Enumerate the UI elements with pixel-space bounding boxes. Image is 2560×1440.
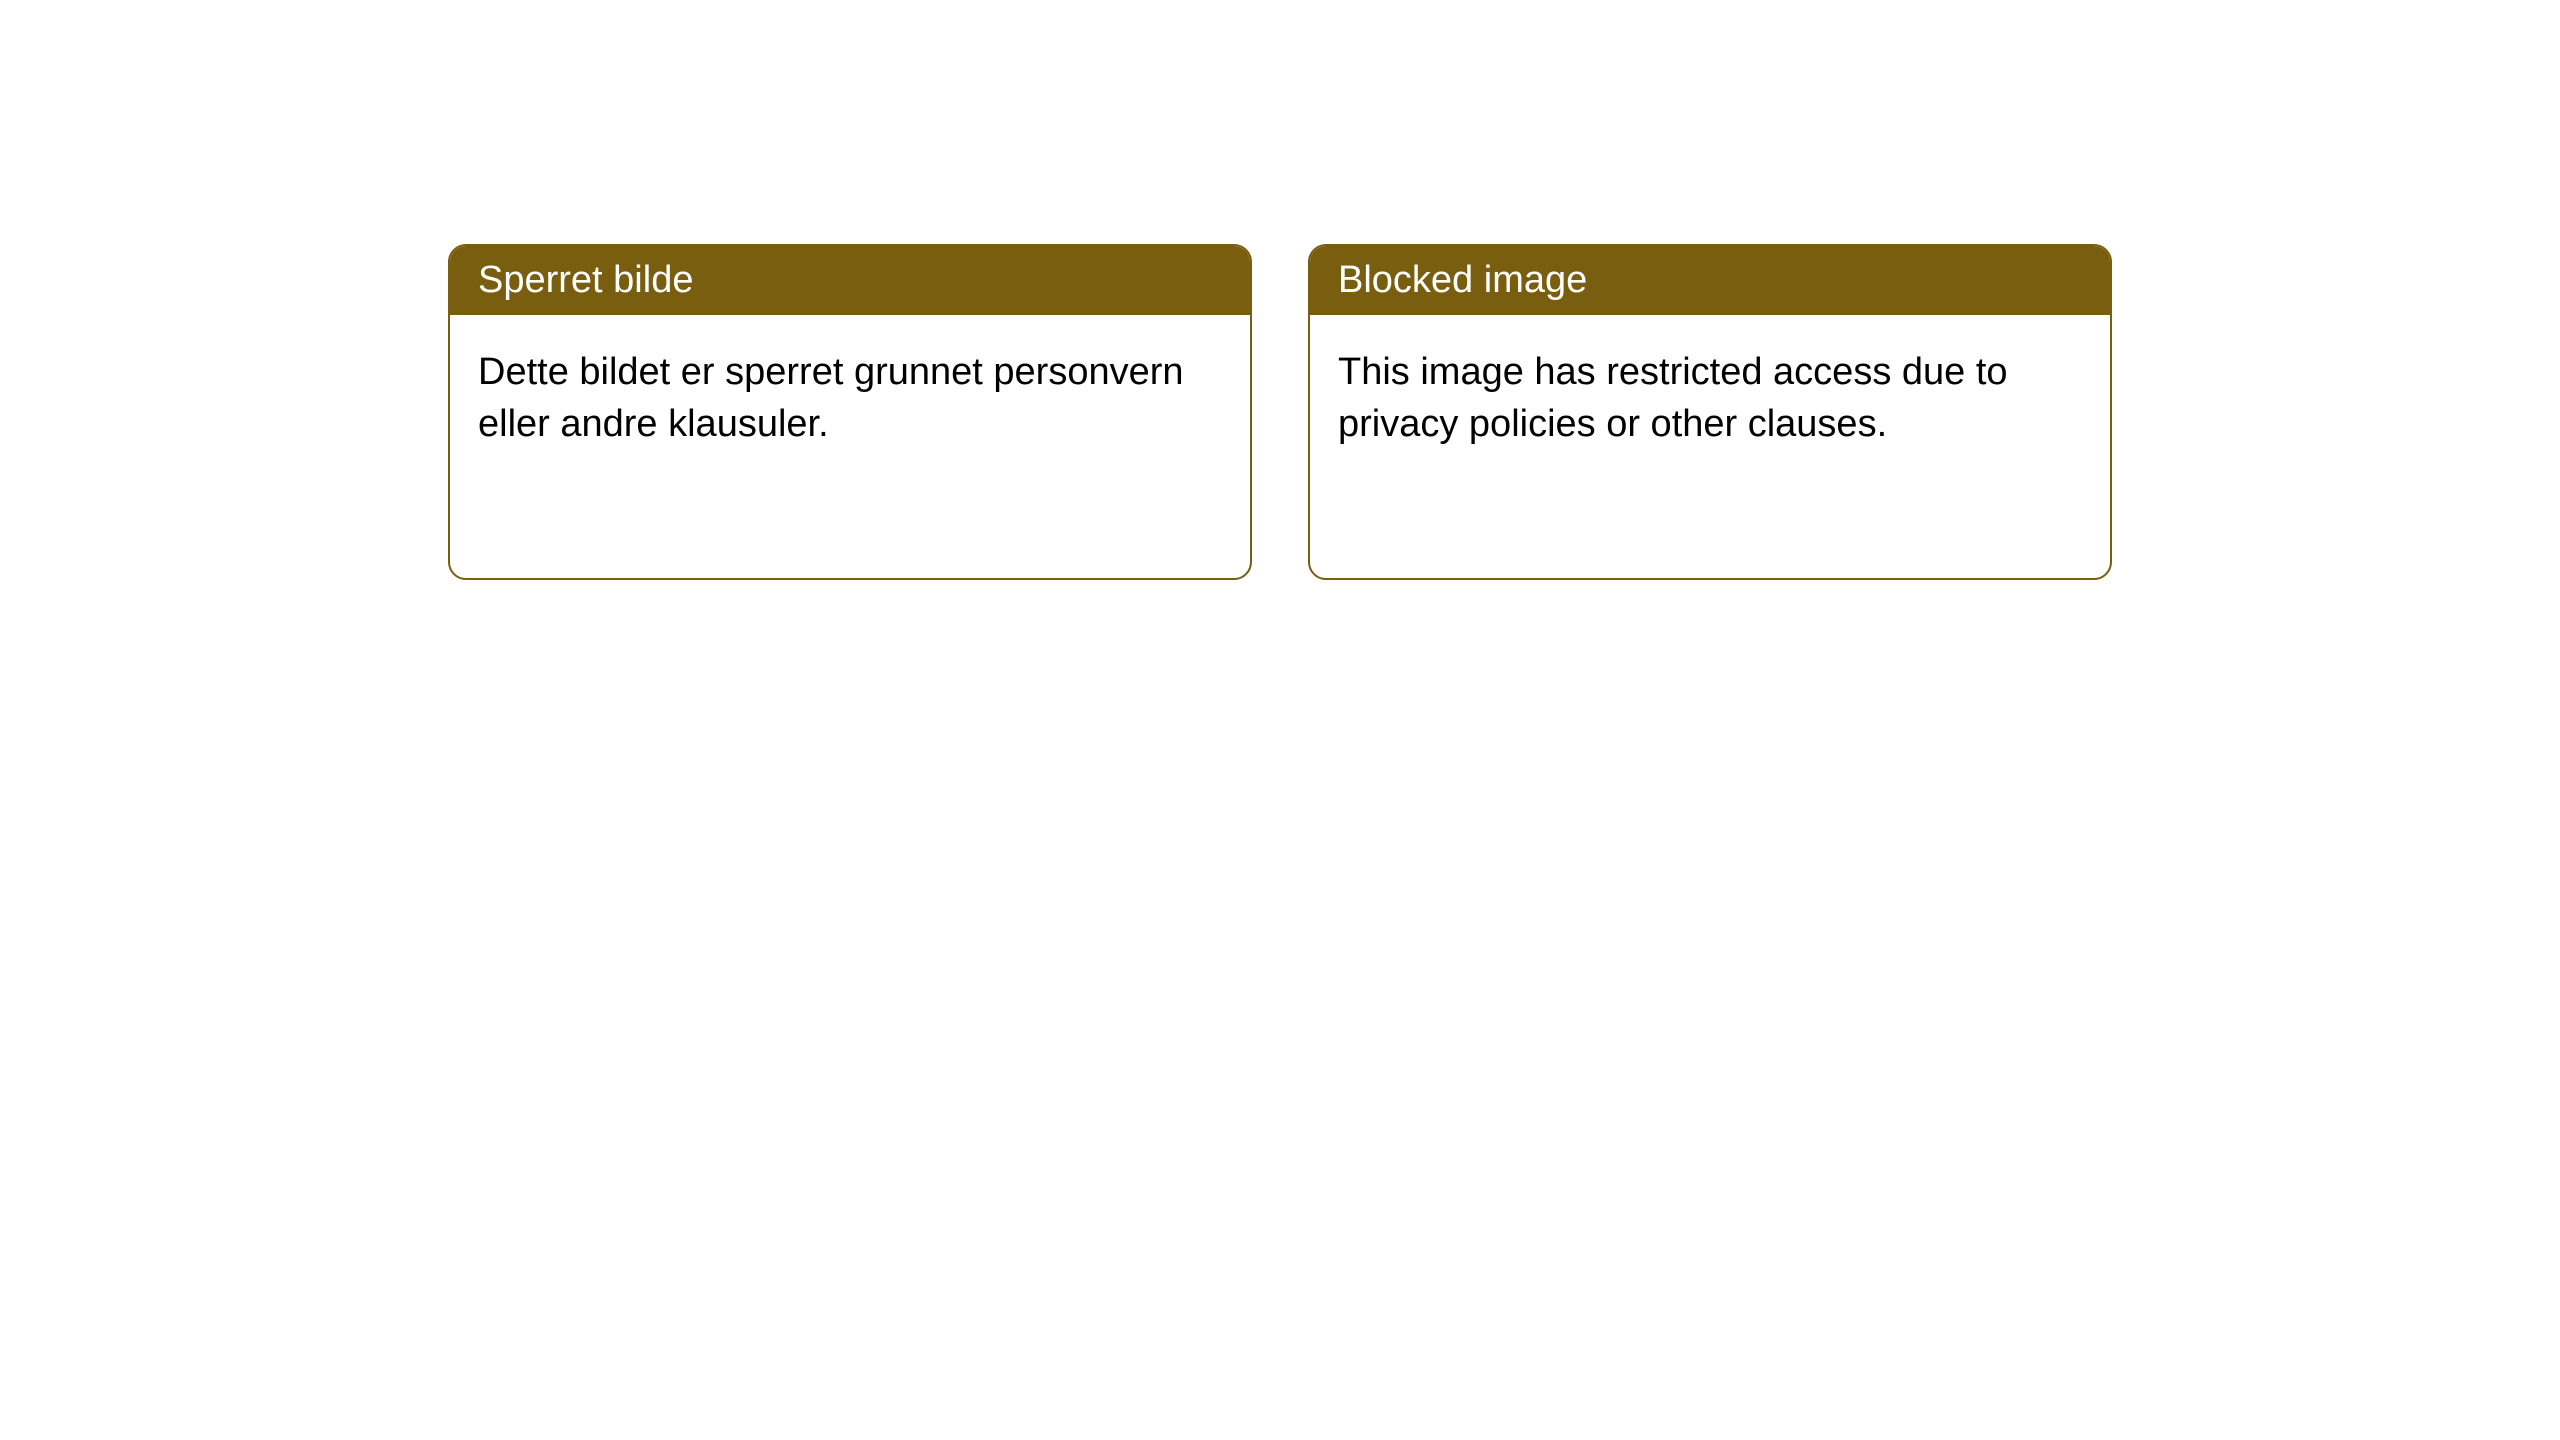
card-message: Dette bildet er sperret grunnet personve… xyxy=(478,351,1184,444)
notice-card-norwegian: Sperret bilde Dette bildet er sperret gr… xyxy=(448,244,1252,580)
card-message: This image has restricted access due to … xyxy=(1338,351,2008,444)
notice-container: Sperret bilde Dette bildet er sperret gr… xyxy=(0,0,2560,580)
card-title: Blocked image xyxy=(1338,259,1587,301)
card-body: This image has restricted access due to … xyxy=(1310,315,2110,482)
notice-card-english: Blocked image This image has restricted … xyxy=(1308,244,2112,580)
card-header: Sperret bilde xyxy=(450,246,1250,315)
card-title: Sperret bilde xyxy=(478,259,693,301)
card-body: Dette bildet er sperret grunnet personve… xyxy=(450,315,1250,482)
card-header: Blocked image xyxy=(1310,246,2110,315)
